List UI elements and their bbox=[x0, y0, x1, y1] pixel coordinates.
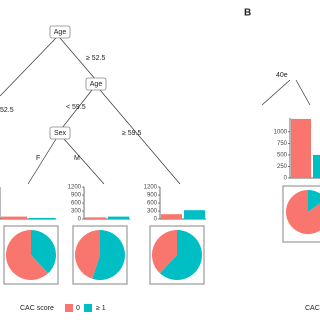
node-label: Age bbox=[54, 29, 67, 36]
bar bbox=[184, 210, 205, 219]
y-tick-label: 250 bbox=[277, 164, 288, 170]
y-tick-label: 0 bbox=[78, 217, 82, 223]
legend-label: 0 bbox=[76, 305, 80, 312]
y-tick-label: 500 bbox=[277, 153, 288, 159]
y-tick-label: 1200 bbox=[144, 185, 158, 191]
y-tick-label: 900 bbox=[147, 193, 158, 199]
tree-edge bbox=[261, 79, 291, 106]
node-label: Age bbox=[90, 81, 103, 88]
y-tick-label: 0 bbox=[154, 217, 158, 223]
edge-label: ≥ 59.5 bbox=[122, 130, 142, 137]
panel-label: B bbox=[244, 8, 251, 19]
y-tick-label: 1000 bbox=[274, 129, 288, 135]
tree-edge bbox=[61, 89, 93, 129]
edge-label: M bbox=[74, 155, 80, 162]
edge-label: < 59.5 bbox=[66, 104, 86, 111]
bar bbox=[1, 216, 27, 219]
tree-edge bbox=[0, 37, 57, 97]
edge-label: ≥ 52.5 bbox=[86, 55, 106, 62]
pie-slice bbox=[75, 230, 100, 279]
footer-label: CAC bbox=[305, 305, 320, 312]
y-tick-label: 300 bbox=[71, 209, 82, 215]
tree-node bbox=[49, 126, 71, 140]
pie-slice bbox=[159, 229, 203, 280]
pie-slice bbox=[31, 230, 57, 274]
pie-slice bbox=[286, 190, 320, 234]
legend-title: CAC score bbox=[20, 305, 54, 312]
node-label: Sex bbox=[54, 130, 67, 137]
bar bbox=[291, 118, 311, 178]
edge-label: 40e bbox=[276, 72, 288, 79]
y-tick-label: 750 bbox=[277, 141, 288, 147]
y-tick-label: 300 bbox=[147, 209, 158, 215]
pie-slice bbox=[92, 230, 126, 280]
y-tick-label: 600 bbox=[71, 201, 82, 207]
y-tick-label: 600 bbox=[147, 201, 158, 207]
bar bbox=[108, 216, 129, 219]
tree-edge bbox=[59, 37, 97, 81]
edge-label: 52.5 bbox=[0, 107, 14, 114]
y-tick-label: 0 bbox=[284, 176, 288, 182]
bar bbox=[313, 154, 320, 178]
y-tick-label: 1200 bbox=[68, 185, 82, 191]
tree-edge bbox=[63, 138, 105, 185]
legend-swatch bbox=[65, 304, 73, 312]
tree-node bbox=[85, 77, 107, 91]
bar bbox=[29, 217, 55, 219]
bar bbox=[161, 214, 182, 219]
pie-slice bbox=[308, 190, 320, 212]
tree-edge bbox=[99, 89, 181, 185]
tree-edge bbox=[27, 138, 57, 185]
y-tick-label: 900 bbox=[71, 193, 82, 199]
pie-slice bbox=[152, 230, 177, 274]
pie-slice bbox=[5, 230, 49, 280]
edge-label: F bbox=[36, 155, 40, 162]
bar bbox=[85, 217, 106, 219]
tree-node bbox=[49, 25, 71, 39]
tree-edge bbox=[295, 79, 311, 106]
legend-label: ≥ 1 bbox=[96, 305, 106, 312]
legend-swatch bbox=[84, 304, 92, 312]
